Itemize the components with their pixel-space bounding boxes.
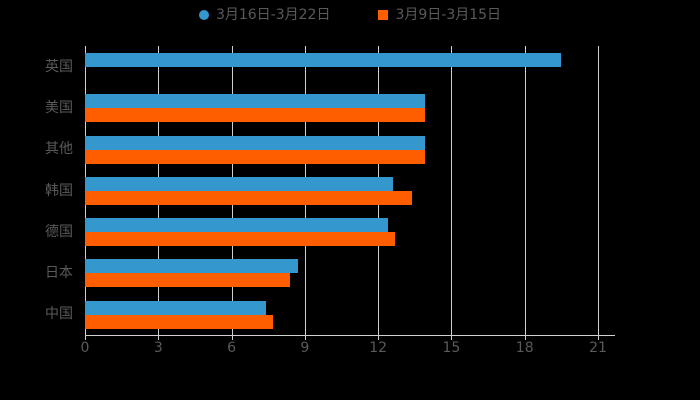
bar[interactable] xyxy=(85,135,425,150)
bar-group xyxy=(85,294,598,335)
y-axis-category-label: 韩国 xyxy=(45,182,73,199)
x-tick-mark xyxy=(158,335,160,340)
bar[interactable] xyxy=(85,259,298,274)
x-tick-label: 18 xyxy=(515,340,534,356)
legend-label: 3月9日-3月15日 xyxy=(395,7,502,23)
chart-legend: 3月16日-3月22日 3月9日-3月15日 xyxy=(0,8,700,22)
bar-group xyxy=(85,170,598,211)
y-axis-category-labels: 英国美国其他韩国德国日本中国 xyxy=(0,46,85,335)
y-axis-category-label: 其他 xyxy=(45,141,73,158)
legend-circle-icon xyxy=(198,10,209,20)
bar-group xyxy=(85,87,598,128)
plot-area xyxy=(85,46,599,335)
y-axis-category-label: 美国 xyxy=(45,99,73,116)
bar[interactable] xyxy=(85,218,388,233)
x-tick-label: 15 xyxy=(442,340,461,356)
bar[interactable] xyxy=(85,300,266,315)
x-tick-mark xyxy=(524,335,526,340)
x-tick-mark xyxy=(231,335,233,340)
bar[interactable] xyxy=(85,190,413,205)
bar[interactable] xyxy=(85,232,396,247)
legend-label: 3月16日-3月22日 xyxy=(215,7,331,23)
y-axis-category-label: 日本 xyxy=(45,265,73,282)
x-tick-mark xyxy=(304,335,306,340)
x-tick-label: 6 xyxy=(227,340,237,356)
x-tick-label: 21 xyxy=(589,340,607,356)
x-axis-tick-labels: 0 3 6 9 12 15 18 21 xyxy=(0,340,700,364)
x-axis-line xyxy=(85,335,615,336)
x-tick-mark xyxy=(378,335,380,340)
y-axis-category-label: 德国 xyxy=(45,223,73,240)
legend-entry[interactable]: 3月9日-3月15日 xyxy=(378,8,501,22)
y-axis-category-label: 英国 xyxy=(45,58,73,75)
x-tick-mark xyxy=(451,335,453,340)
x-tick-label: 9 xyxy=(300,340,310,356)
bar[interactable] xyxy=(85,273,291,288)
x-tick-mark xyxy=(85,335,86,340)
x-tick-label: 0 xyxy=(80,340,90,356)
gridline xyxy=(451,46,453,335)
bar-group xyxy=(85,252,598,293)
bar[interactable] xyxy=(85,149,425,164)
bar[interactable] xyxy=(85,94,425,109)
bar[interactable] xyxy=(85,314,274,329)
x-tick-label: 3 xyxy=(153,340,163,356)
legend-square-icon xyxy=(378,10,389,20)
bar[interactable] xyxy=(85,53,562,67)
gridline xyxy=(524,46,526,335)
x-tick-label: 12 xyxy=(369,340,388,356)
gridline xyxy=(598,46,599,335)
legend-entry[interactable]: 3月16日-3月22日 xyxy=(198,7,331,23)
bar[interactable] xyxy=(85,108,425,123)
bar-group xyxy=(85,211,598,252)
bar-group xyxy=(85,46,598,87)
bar[interactable] xyxy=(85,176,393,191)
x-tick-mark xyxy=(598,335,599,340)
y-axis-category-label: 中国 xyxy=(45,306,73,323)
bar-group xyxy=(85,129,598,170)
